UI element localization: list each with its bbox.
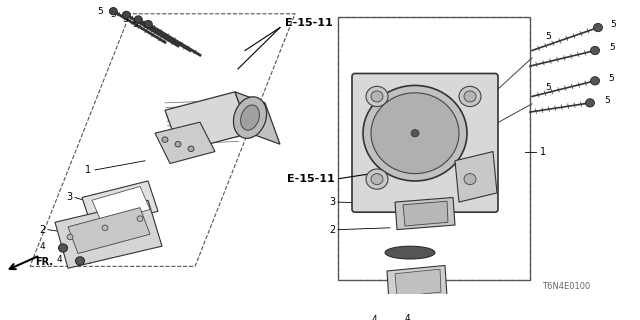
Polygon shape [455,152,497,202]
Circle shape [137,216,143,221]
Text: 1: 1 [540,147,546,156]
Polygon shape [82,181,158,228]
Circle shape [162,137,168,142]
Circle shape [459,86,481,107]
Ellipse shape [385,246,435,259]
Bar [338,17,530,280]
Text: 5: 5 [609,43,615,52]
Text: 3: 3 [329,197,335,207]
Ellipse shape [234,97,267,138]
Text: T6N4E0100: T6N4E0100 [541,282,590,291]
Text: 4: 4 [404,314,410,320]
Circle shape [593,23,602,32]
Circle shape [459,169,481,189]
Text: 4: 4 [371,315,377,320]
Polygon shape [235,92,280,144]
Polygon shape [165,92,250,152]
Circle shape [464,91,476,102]
Circle shape [366,169,388,189]
Text: 5: 5 [97,7,103,16]
Polygon shape [395,197,455,230]
Circle shape [67,234,73,240]
Text: 5: 5 [610,20,616,29]
Text: E-15-11: E-15-11 [285,18,333,28]
Circle shape [426,315,434,320]
Polygon shape [55,200,162,268]
Text: 4: 4 [56,255,62,264]
Text: E-15-11: E-15-11 [287,174,335,184]
Polygon shape [387,266,447,302]
Circle shape [175,141,181,147]
Circle shape [586,99,595,107]
Circle shape [144,20,152,28]
Circle shape [371,174,383,185]
Circle shape [464,174,476,185]
Circle shape [366,86,388,107]
Polygon shape [92,187,150,223]
Text: 1: 1 [85,165,91,175]
Text: 4: 4 [40,242,45,251]
Circle shape [76,257,84,265]
Text: 5: 5 [132,20,138,28]
Text: 5: 5 [545,32,551,41]
Text: 2: 2 [39,225,45,235]
Polygon shape [155,122,215,164]
Bar [338,17,530,280]
Text: 3: 3 [66,193,72,203]
Circle shape [591,77,600,85]
Circle shape [393,313,401,320]
Text: 5: 5 [545,83,551,92]
Text: 2: 2 [329,225,335,235]
Text: 5: 5 [608,74,614,83]
Circle shape [411,130,419,137]
Polygon shape [403,201,448,226]
Circle shape [109,8,117,15]
Polygon shape [395,269,441,297]
FancyBboxPatch shape [352,74,498,212]
Text: FR.: FR. [35,257,53,267]
Circle shape [58,244,67,252]
Polygon shape [68,208,150,253]
Circle shape [371,91,383,102]
Circle shape [122,11,131,19]
Circle shape [363,85,467,181]
Text: 5: 5 [123,15,128,24]
Ellipse shape [241,105,259,130]
Circle shape [102,225,108,230]
Circle shape [591,46,600,55]
Circle shape [371,93,459,174]
Text: 5: 5 [111,10,116,20]
Text: 5: 5 [604,96,610,105]
Circle shape [134,16,142,23]
Circle shape [188,146,194,152]
